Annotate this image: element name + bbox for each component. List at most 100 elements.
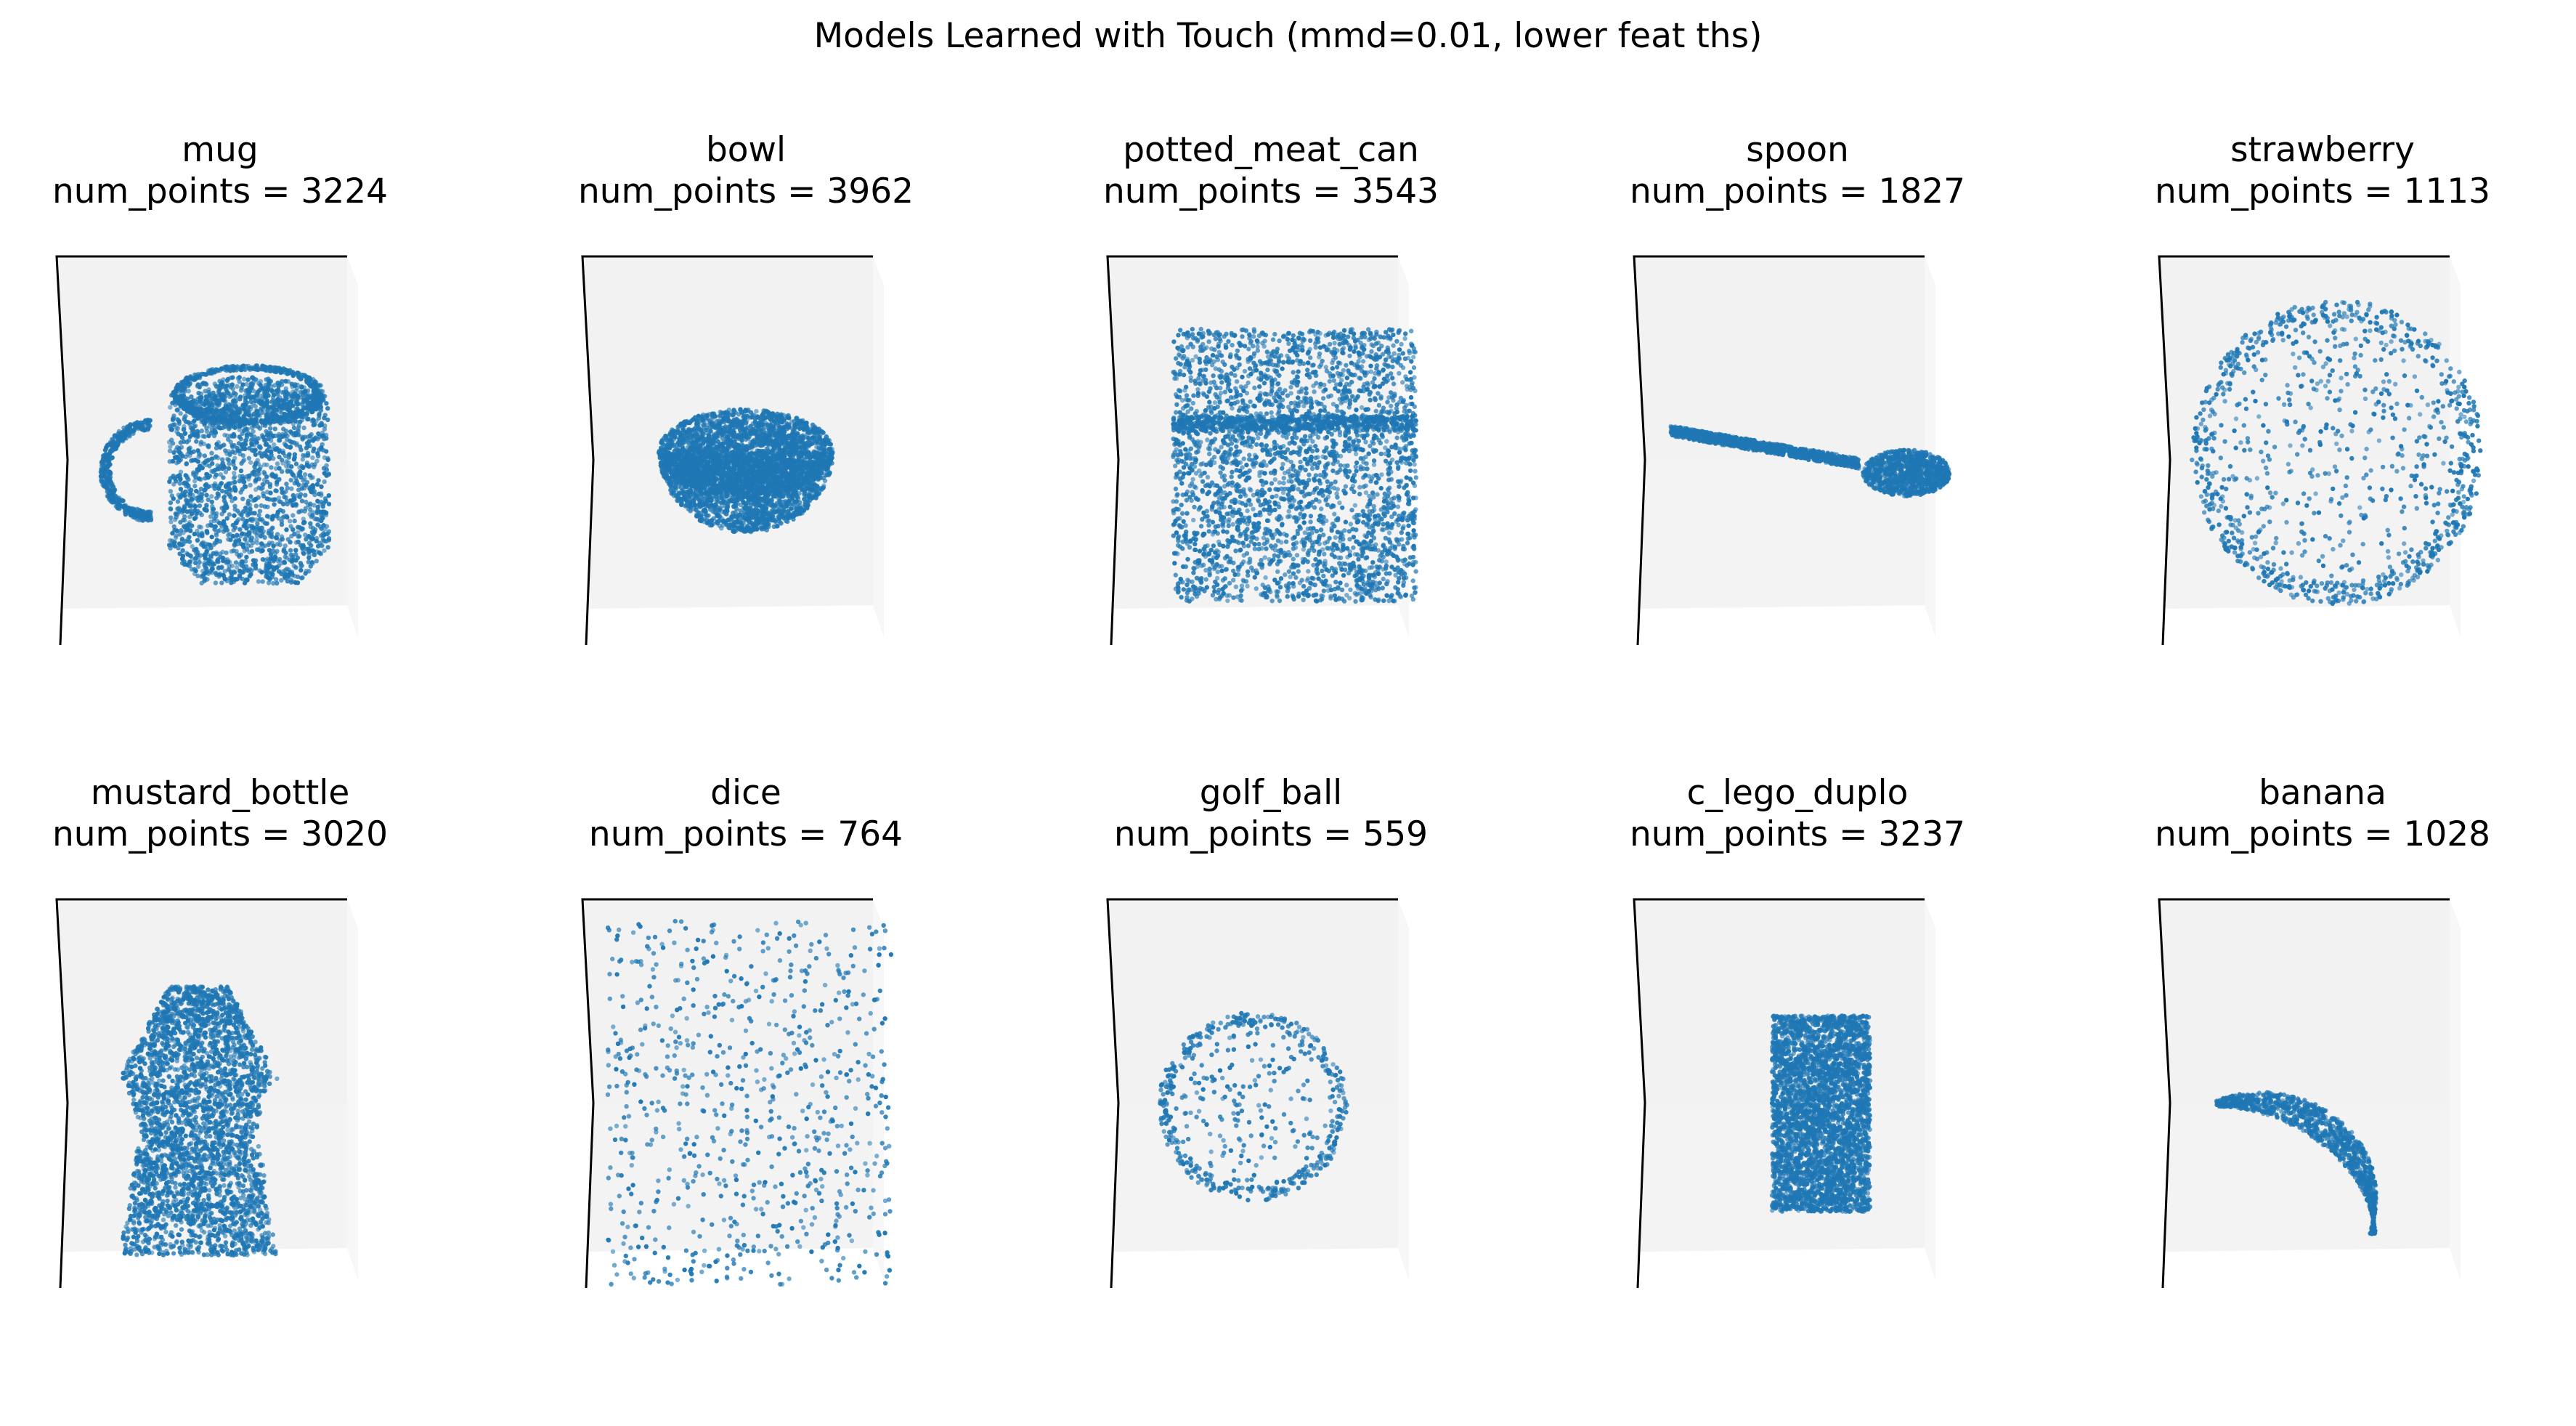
point (178, 411, 182, 416)
point (229, 574, 234, 578)
point (237, 434, 242, 439)
point (183, 431, 187, 435)
point (213, 487, 217, 491)
point (247, 446, 251, 450)
point (222, 416, 226, 420)
point (280, 561, 284, 565)
point (267, 543, 271, 547)
point (315, 451, 320, 455)
point (235, 542, 239, 546)
point (325, 531, 330, 535)
point (312, 529, 317, 533)
point (210, 535, 214, 539)
point (232, 527, 236, 532)
point (244, 564, 248, 569)
point (298, 395, 303, 400)
point (201, 414, 206, 418)
point (250, 519, 254, 523)
point (231, 548, 235, 553)
point (275, 446, 279, 450)
point (293, 410, 298, 414)
point (193, 561, 198, 565)
point (325, 467, 329, 471)
point (306, 389, 310, 393)
point (283, 514, 287, 519)
point (222, 433, 227, 437)
point (226, 532, 230, 537)
point (303, 472, 307, 477)
point (249, 386, 253, 390)
point (291, 421, 296, 426)
point (276, 416, 280, 420)
point (312, 437, 317, 441)
point (264, 389, 268, 393)
point (208, 554, 213, 558)
point (201, 408, 206, 413)
point (202, 507, 206, 511)
point (211, 429, 216, 434)
point (235, 368, 239, 372)
point (256, 469, 261, 473)
point (192, 450, 196, 454)
point (207, 370, 211, 374)
point (319, 445, 323, 450)
point (209, 451, 214, 455)
point (251, 375, 255, 379)
point (262, 535, 267, 540)
point (225, 378, 229, 383)
point (209, 568, 214, 572)
point (221, 475, 225, 479)
point (259, 526, 264, 530)
point (263, 438, 267, 442)
point (183, 380, 187, 384)
point (236, 413, 240, 418)
point (187, 401, 192, 405)
point (264, 394, 268, 399)
point (296, 487, 301, 492)
point (299, 376, 304, 381)
point (243, 393, 247, 397)
point (320, 543, 324, 548)
point (177, 421, 182, 426)
point (277, 437, 282, 442)
point (301, 426, 306, 430)
point (245, 378, 250, 382)
point (224, 386, 228, 391)
point (316, 517, 320, 522)
point (223, 448, 227, 453)
point (320, 421, 324, 425)
point (305, 411, 309, 416)
point (289, 478, 293, 482)
point (248, 483, 252, 487)
point (237, 441, 241, 445)
point (235, 565, 239, 570)
point (260, 364, 264, 368)
point (247, 534, 251, 538)
point (281, 426, 285, 431)
point (202, 563, 206, 567)
point (212, 519, 216, 523)
point (214, 398, 218, 402)
point (192, 432, 197, 437)
point (316, 478, 320, 482)
point (220, 394, 224, 399)
point (243, 389, 248, 393)
point (133, 424, 137, 428)
point (214, 384, 219, 389)
point (292, 580, 296, 584)
point (294, 415, 298, 419)
point (198, 503, 202, 508)
point (293, 548, 298, 552)
point (259, 454, 264, 458)
object-name: bowl (543, 129, 949, 171)
point (187, 522, 191, 527)
point (299, 463, 304, 468)
point (188, 381, 192, 386)
point (303, 493, 307, 498)
point (193, 409, 198, 413)
point (177, 401, 182, 405)
point (175, 384, 179, 388)
point (204, 458, 208, 463)
point (286, 537, 290, 541)
